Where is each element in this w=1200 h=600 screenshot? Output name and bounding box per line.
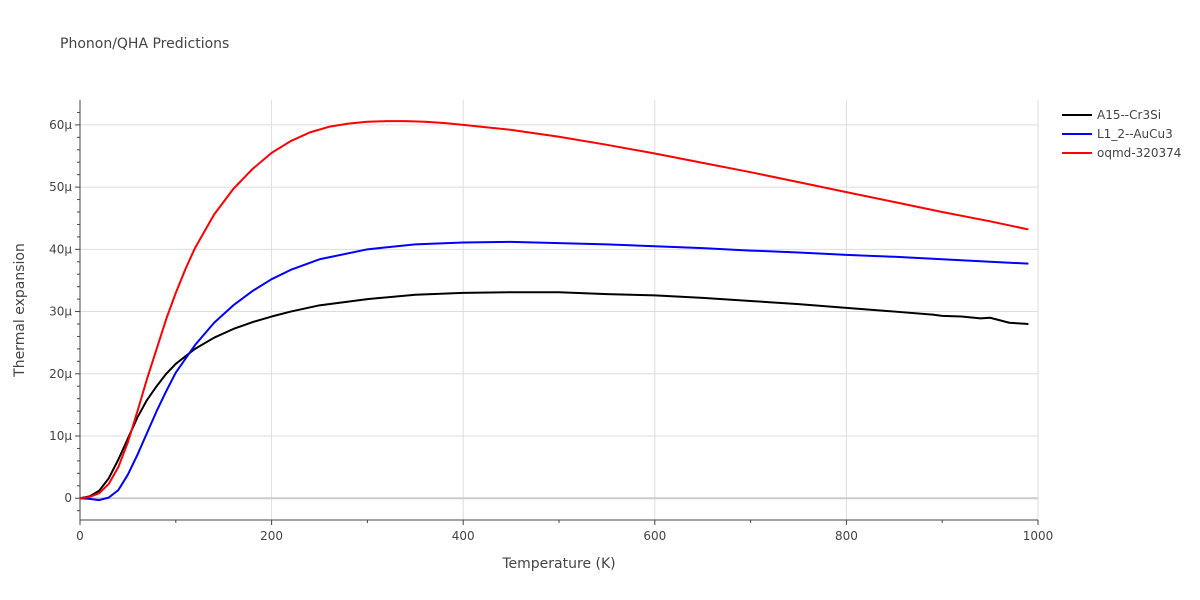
y-tick-label: 40µ — [49, 242, 72, 256]
y-tick-label: 50µ — [49, 180, 72, 194]
y-tick-label: 60µ — [49, 118, 72, 132]
y-axis-title: Thermal expansion — [12, 243, 28, 378]
x-tick-label: 0 — [76, 529, 84, 543]
x-tick-label: 200 — [260, 529, 283, 543]
legend-label: oqmd-320374 — [1097, 146, 1181, 160]
series-group — [79, 120, 1029, 502]
series-line — [79, 120, 1029, 500]
x-tick-label: 600 — [643, 529, 666, 543]
x-tick-label: 1000 — [1023, 529, 1054, 543]
y-tick-label: 20µ — [49, 367, 72, 381]
axes: 0 200 400 600 800 1000 0 10µ 20µ 30µ 40µ 50µ 60µ — [49, 100, 1053, 543]
x-tick-label: 800 — [835, 529, 858, 543]
y-tick-label: 10µ — [49, 429, 72, 443]
x-tick-label: 400 — [452, 529, 475, 543]
legend-label: A15--Cr3Si — [1097, 108, 1161, 122]
x-axis-title: Temperature (K) — [501, 556, 615, 572]
chart-title: Phonon/QHA Predictions — [60, 36, 230, 52]
legend: A15--Cr3Si L1_2--AuCu3 oqmd-320374 — [1062, 108, 1181, 160]
grid — [80, 100, 1039, 520]
y-tick-label: 0 — [64, 491, 72, 505]
y-tick-label: 30µ — [49, 305, 72, 319]
series-line — [79, 291, 1029, 500]
legend-label: L1_2--AuCu3 — [1097, 127, 1173, 141]
series-line — [79, 240, 1029, 502]
